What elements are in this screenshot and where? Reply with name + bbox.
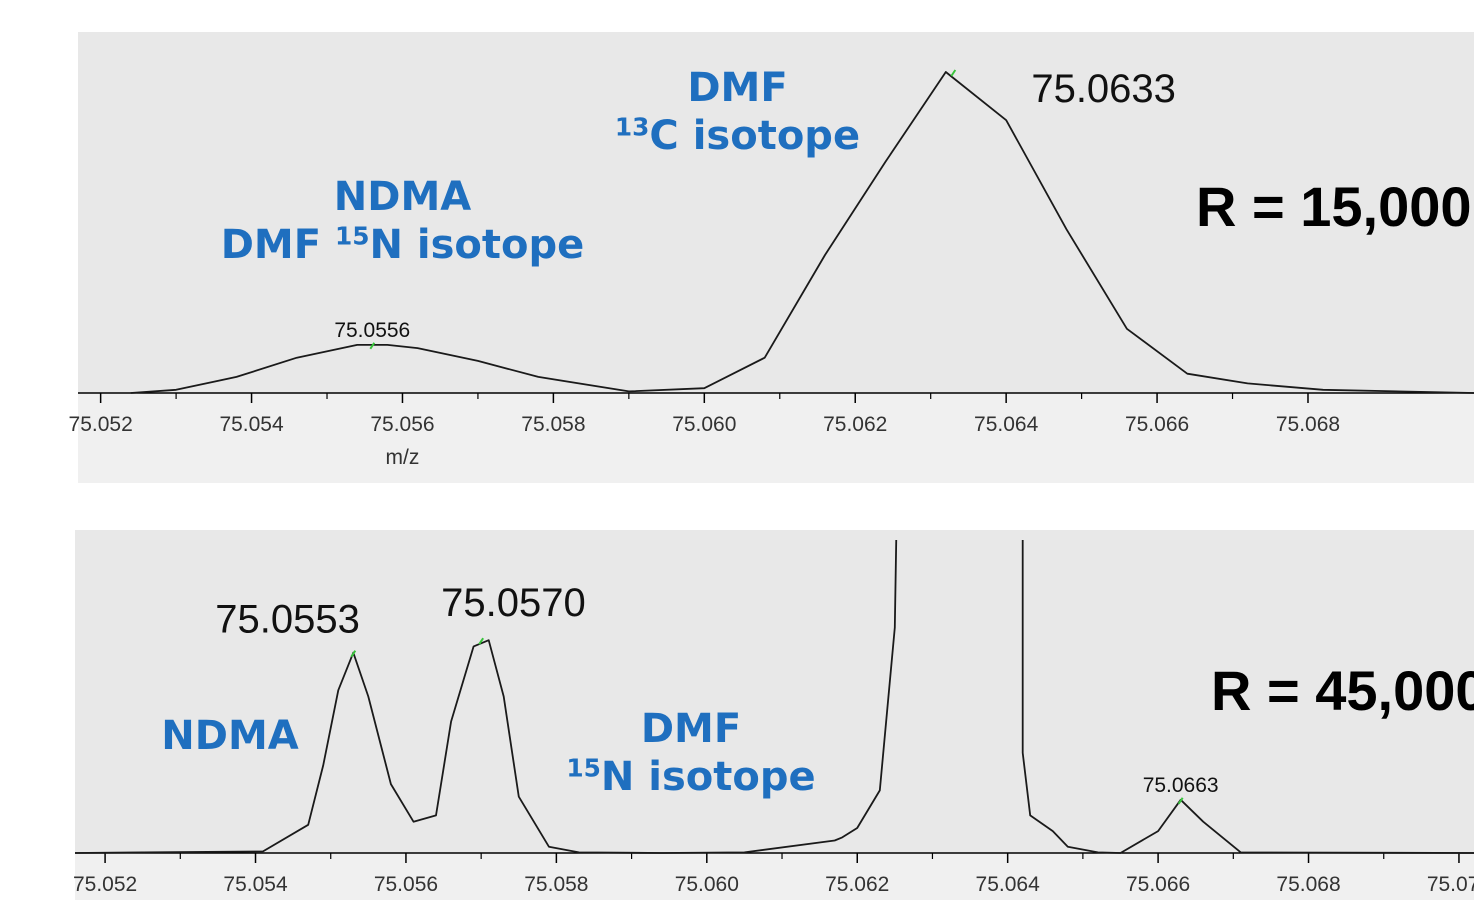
peak-apex-marker (1177, 797, 1184, 805)
annotation-line2: DMF 15N isotope (205, 221, 600, 269)
peak-label: 75.0556 (334, 319, 410, 342)
peak-apex-marker (369, 342, 376, 350)
resolution-label-panel-1: R = 15,000 (1196, 175, 1472, 238)
annotation-line2-text: N isotope (369, 222, 585, 268)
annotation-line1: NDMA (333, 174, 472, 220)
x-tick-label: 75.052 (69, 413, 133, 436)
x-tick-label: 75.064 (976, 873, 1041, 896)
x-tick-label: 75.064 (974, 413, 1039, 436)
x-tick-label: 75.068 (1276, 873, 1340, 896)
annotation-dmf-13c: DMF 13C isotope (605, 64, 870, 160)
x-tick-label: 75.060 (675, 873, 739, 896)
annotation-superscript: 13 (614, 112, 650, 142)
peak-label: 75.0663 (1143, 774, 1219, 797)
x-tick-label: 75.054 (223, 873, 288, 896)
panel-2-axis-area (75, 853, 1474, 900)
x-tick-label: 75.070 (1427, 873, 1474, 896)
annotation-superscript: 15 (566, 753, 601, 783)
x-tick-label: 75.060 (672, 413, 736, 436)
annotation-superscript: 15 (334, 221, 370, 251)
annotation-line2: 15N isotope (560, 753, 822, 801)
peak-label: 75.0570 (441, 581, 586, 625)
resolution-label-panel-2: R = 45,000 (1211, 659, 1474, 722)
spectrum-line (130, 71, 1474, 394)
x-tick-label: 75.066 (1125, 413, 1189, 436)
x-tick-label: 75.056 (370, 413, 434, 436)
annotation-dmf-15n: DMF 15N isotope (560, 705, 822, 801)
x-tick-label: 75.066 (1126, 873, 1190, 896)
x-tick-label: 75.062 (825, 873, 889, 896)
x-tick-label: 75.068 (1276, 413, 1340, 436)
annotation-line1: DMF (640, 706, 742, 752)
peak-apex-marker (950, 69, 957, 77)
peak-label: 75.0553 (215, 598, 360, 642)
peak-label: 75.0633 (1031, 67, 1176, 111)
annotation-ndma: NDMA (150, 712, 310, 760)
annotation-ndma-dmf-15n: NDMA DMF 15N isotope (205, 173, 600, 269)
peak-apex-marker (478, 637, 484, 645)
annotation-line1: DMF (687, 65, 788, 111)
x-tick-label: 75.058 (524, 873, 588, 896)
panel-1-plot-area (78, 32, 1474, 393)
x-tick-label: 75.054 (219, 413, 284, 436)
annotation-line2-text: C isotope (649, 113, 861, 159)
panel-1-axis-area (78, 393, 1474, 483)
panel-2-plot-area (75, 530, 1474, 853)
annotation-line2: 13C isotope (605, 112, 870, 160)
spectrum-line (75, 540, 1474, 854)
x-tick-label: 75.062 (823, 413, 887, 436)
x-tick-label: 75.052 (73, 873, 137, 896)
annotation-line2-text: N isotope (600, 754, 816, 800)
x-tick-label: 75.056 (374, 873, 438, 896)
annotation-line1: NDMA (161, 713, 299, 759)
x-tick-label: 75.058 (521, 413, 585, 436)
annotation-line2-prefix: DMF (220, 222, 335, 268)
peak-apex-marker (350, 650, 357, 658)
x-axis-label: m/z (386, 446, 420, 469)
